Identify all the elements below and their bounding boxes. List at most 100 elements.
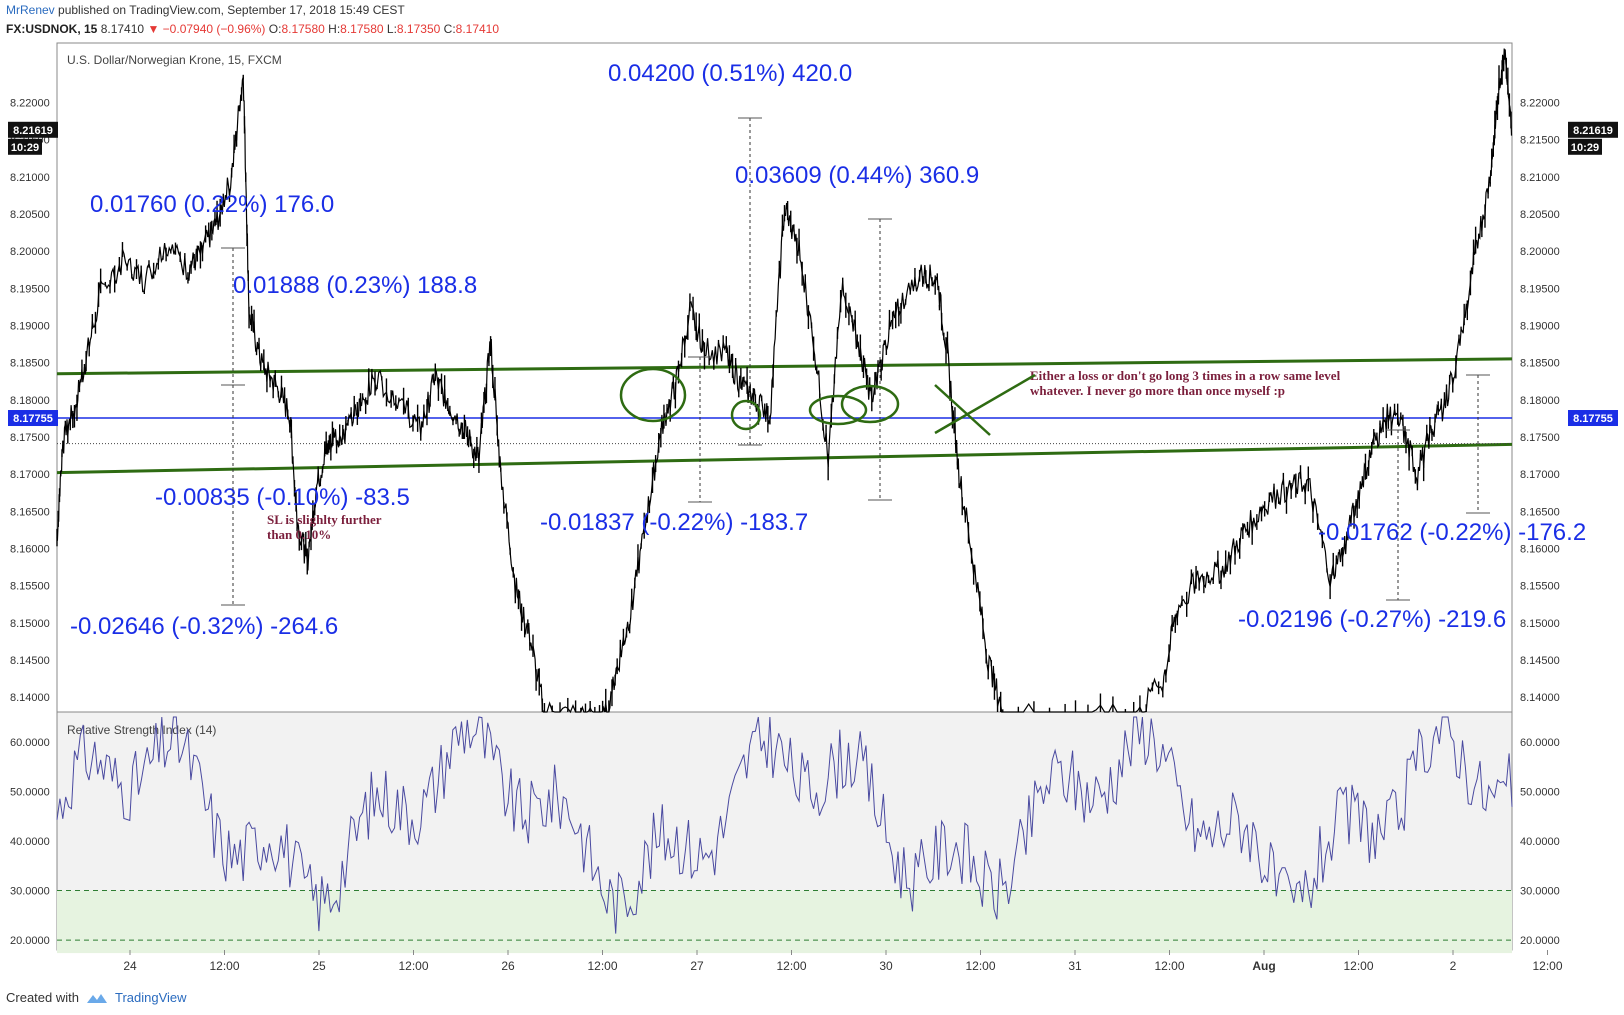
ohlc-open-value: 8.17580 (281, 22, 325, 36)
note-text: whatever. I never go more than once myse… (1030, 383, 1285, 398)
x-tick-label: 12:00 (776, 959, 806, 973)
y-tick-right: 8.16500 (1520, 506, 1560, 518)
price-series-line (56, 48, 1513, 714)
rsi-tick-left: 30.0000 (10, 886, 50, 898)
y-tick-right: 8.20500 (1520, 209, 1560, 221)
y-tick-right: 8.18000 (1520, 395, 1560, 407)
circle-annotation (619, 367, 687, 423)
measurement-label: -0.00835 (-0.10%) -83.5 (155, 484, 410, 511)
price-badge-right-timer (1568, 138, 1602, 155)
y-tick-left: 8.17000 (10, 469, 50, 481)
circle-annotation (808, 394, 868, 426)
y-tick-left: 8.14500 (10, 655, 50, 667)
y-tick-right: 8.16000 (1520, 543, 1560, 555)
symbol-line: FX:USDNOK, 15 8.17410 ▼ −0.07940 (−0.96%… (6, 22, 499, 36)
y-tick-left: 8.16000 (10, 543, 50, 555)
rsi-tick-left: 40.0000 (10, 836, 50, 848)
y-tick-left: 8.17500 (10, 432, 50, 444)
rsi-oversold-band (57, 890, 1512, 954)
last-price: 8.17410 (100, 22, 145, 36)
price-badge-left-text: 8.21619 (13, 125, 53, 137)
chart-title: U.S. Dollar/Norwegian Krone, 15, FXCM (67, 53, 282, 67)
created-with-label: Created with (6, 990, 79, 1005)
x-tick-label: 12:00 (1343, 959, 1373, 973)
price-pane[interactable] (56, 42, 1513, 713)
ohlc-low-label: L: (386, 22, 397, 36)
measurement-label: -0.01762 (-0.22%) -176.2 (1318, 519, 1586, 546)
measurement-label: -0.02646 (-0.32%) -264.6 (70, 613, 338, 640)
y-tick-right: 8.15500 (1520, 581, 1560, 593)
y-tick-right: 8.22000 (1520, 97, 1560, 109)
x-tick-label: 12:00 (1154, 959, 1184, 973)
measurement-label: 0.01888 (0.23%) 188.8 (233, 272, 477, 299)
cross-annotation (934, 384, 991, 436)
down-arrow-icon: ▼ (147, 22, 160, 36)
hline-badge-text: 8.17755 (13, 413, 53, 425)
price-badge-left-timer-text: 10:29 (11, 142, 39, 154)
y-tick-right: 8.19000 (1520, 320, 1560, 332)
y-tick-left: 8.19500 (10, 283, 50, 295)
ohlc-high-label: H: (328, 22, 341, 36)
y-tick-right: 8.21500 (1520, 135, 1560, 147)
symbol-label: FX:USDNOK, 15 (6, 22, 98, 36)
rsi-tick-left: 20.0000 (10, 935, 50, 947)
cross-annotation (934, 373, 1036, 435)
y-tick-right: 8.15000 (1520, 618, 1560, 630)
y-tick-left: 8.14000 (10, 692, 50, 704)
y-tick-right: 8.17500 (1520, 432, 1560, 444)
price-badge-right (1568, 121, 1618, 138)
x-tick-label: 12:00 (1532, 959, 1562, 973)
note-text: SL is slighlty further (267, 512, 382, 527)
circle-annotation (840, 384, 900, 424)
x-tick-label: 12:00 (965, 959, 995, 973)
y-tick-left: 8.20000 (10, 246, 50, 258)
y-tick-left: 8.16500 (10, 506, 50, 518)
trendline-2[interactable] (56, 442, 1513, 475)
y-tick-left: 8.15000 (10, 618, 50, 630)
y-tick-left: 8.19000 (10, 320, 50, 332)
rsi-tick-right: 50.0000 (1520, 786, 1560, 798)
x-tick-label: 12:00 (587, 959, 617, 973)
y-tick-left: 8.18500 (10, 358, 50, 370)
ohlc-open-label: O: (268, 22, 282, 36)
y-tick-right: 8.14500 (1520, 655, 1560, 667)
y-tick-left: 8.18000 (10, 395, 50, 407)
x-tick-label: 24 (123, 959, 137, 973)
publish-line: MrRenev published on TradingView.com, Se… (6, 3, 405, 17)
rsi-tick-right: 60.0000 (1520, 737, 1560, 749)
x-tick-label: 26 (501, 959, 515, 973)
y-tick-right: 8.18500 (1520, 358, 1560, 370)
x-tick-label: 31 (1068, 959, 1082, 973)
ohlc-close-label: C: (443, 22, 456, 36)
x-tick-label: Aug (1252, 959, 1275, 973)
x-tick-label: 27 (690, 959, 704, 973)
y-tick-right: 8.20000 (1520, 246, 1560, 258)
rsi-tick-left: 60.0000 (10, 737, 50, 749)
hline-badge (8, 410, 58, 427)
rsi-tick-left: 50.0000 (10, 786, 50, 798)
y-tick-right: 8.17000 (1520, 469, 1560, 481)
publish-info: published on TradingView.com, September … (58, 3, 405, 17)
price-badge-left (8, 121, 58, 138)
y-tick-right: 8.14000 (1520, 692, 1560, 704)
hline-badge-text: 8.17755 (1573, 413, 1613, 425)
author-link[interactable]: MrRenev (6, 3, 55, 17)
x-tick-label: 30 (879, 959, 893, 973)
price-badge-right-timer-text: 10:29 (1571, 142, 1599, 154)
rsi-series-line (56, 716, 1513, 934)
rsi-tick-right: 30.0000 (1520, 886, 1560, 898)
footer: Created with TradingView (6, 990, 187, 1005)
trendline-1[interactable] (56, 357, 1513, 376)
y-tick-left: 8.15500 (10, 581, 50, 593)
y-tick-left: 8.21000 (10, 172, 50, 184)
measurement-label: -0.01837 (-0.22%) -183.7 (540, 509, 808, 536)
tradingview-link[interactable]: TradingView (114, 990, 187, 1005)
y-tick-left: 8.22000 (10, 97, 50, 109)
measurement-label: 0.01760 (0.22%) 176.0 (90, 191, 334, 218)
tradingview-logo-icon (86, 993, 107, 1003)
hline-badge (1568, 410, 1618, 427)
rsi-tick-right: 20.0000 (1520, 935, 1560, 947)
y-tick-left: 8.20500 (10, 209, 50, 221)
measurement-label: -0.02196 (-0.27%) -219.6 (1238, 606, 1506, 633)
